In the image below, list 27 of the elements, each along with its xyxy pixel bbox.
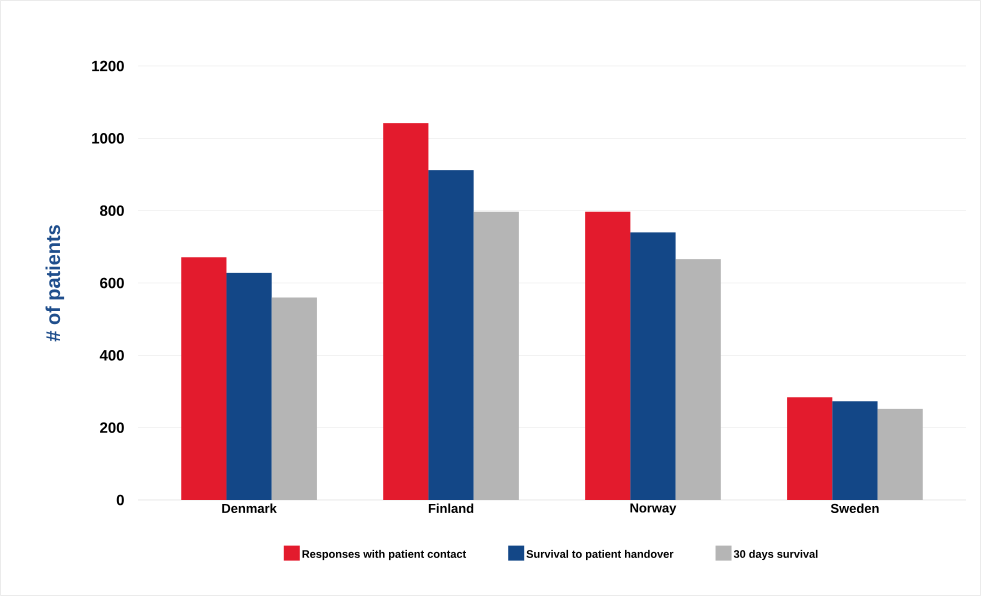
y-tick-label: 1000 [92, 133, 124, 144]
legend-label: 30 days survival [734, 550, 818, 560]
bar [181, 257, 226, 500]
y-tick-label: 400 [100, 350, 124, 361]
bar [585, 212, 630, 500]
x-tick-label: Sweden [830, 504, 879, 514]
x-tick-label: Denmark [222, 504, 277, 514]
bar [474, 212, 519, 500]
y-tick-label: 200 [100, 422, 124, 433]
bar [832, 401, 878, 500]
legend-label: Survival to patient handover [526, 550, 674, 560]
bar [676, 259, 721, 500]
legend-label: Responses with patient contact [302, 550, 466, 560]
bar [428, 170, 474, 500]
bar [878, 408, 923, 500]
x-tick-label: Finland [428, 504, 474, 514]
y-axis-title: # of patients [46, 225, 64, 342]
bar [630, 232, 676, 500]
y-tick-label: 600 [100, 278, 124, 288]
bar [226, 272, 272, 500]
bar [383, 123, 428, 500]
bar [272, 297, 317, 500]
y-tick-label: 1200 [92, 60, 124, 72]
y-tick-label: 800 [100, 205, 124, 216]
y-tick-label: 0 [116, 494, 124, 506]
bar [787, 397, 832, 500]
x-tick-label: Norway [630, 504, 676, 516]
